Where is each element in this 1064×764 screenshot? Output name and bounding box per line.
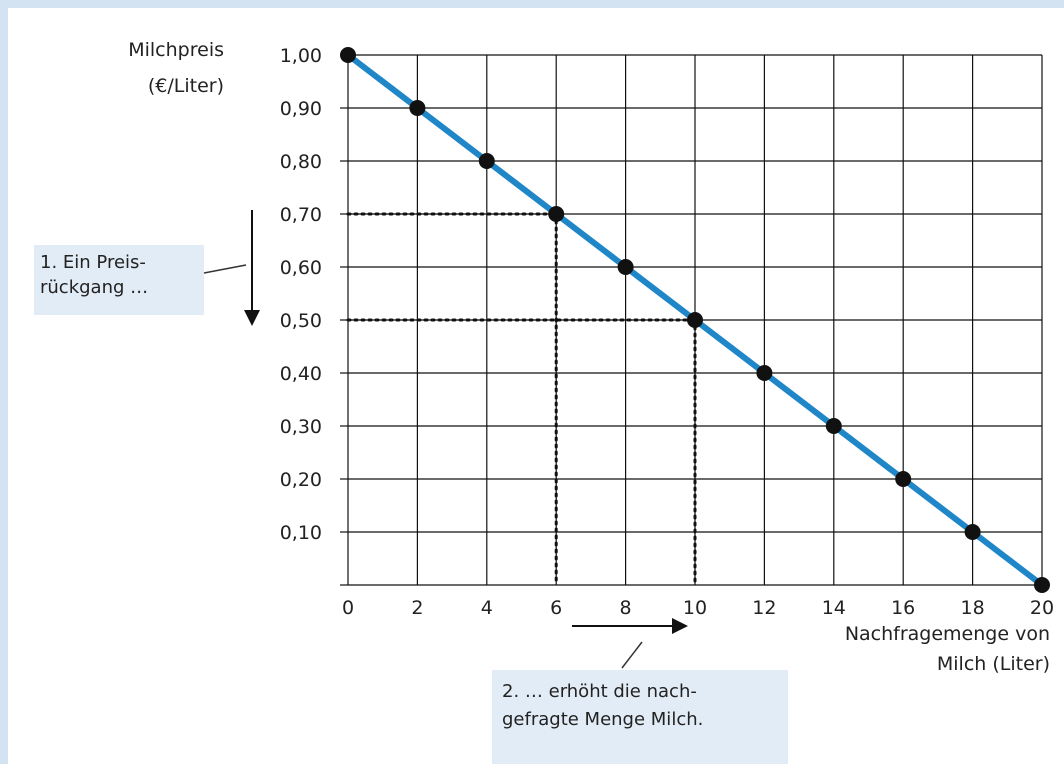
price-drop-arrow-head <box>244 310 260 326</box>
tick-labels: 0 2 4 6 8 10 12 14 16 18 20 0,10 0,20 0,30 0,40 0,50 0,6… <box>280 45 1054 619</box>
x-tick-label: 4 <box>481 597 493 619</box>
y-tick-label: 0,30 <box>280 416 322 438</box>
quantity-rise-pointer <box>621 641 643 669</box>
data-point <box>756 365 773 381</box>
y-tick-label: 0,70 <box>280 204 322 226</box>
data-point <box>340 47 356 63</box>
axis-labels: Milchpreis (€/Liter) Nachfragemenge von … <box>128 39 1050 675</box>
x-tick-label: 16 <box>891 597 915 619</box>
y-tick-label: 0,90 <box>280 98 322 120</box>
price-drop-annotation-line1: 1. Ein Preis- <box>40 252 146 273</box>
y-axis-label-line2: (€/Liter) <box>148 75 224 97</box>
y-tick-label: 0,60 <box>280 257 322 279</box>
data-point <box>478 153 495 169</box>
y-tick-label: 1,00 <box>280 45 322 67</box>
data-point <box>1034 577 1050 593</box>
demand-series <box>340 47 1050 593</box>
data-point <box>548 206 565 222</box>
y-tick-label: 0,80 <box>280 151 322 173</box>
quantity-rise-annotation-line1: 2. … erhöht die nach- <box>502 681 697 702</box>
price-drop-pointer <box>203 264 247 274</box>
price-drop-annotation: 1. Ein Preis- rückgang … <box>34 245 204 315</box>
x-tick-label: 12 <box>752 597 776 619</box>
annotation-arrows <box>203 210 688 669</box>
y-axis-label-line1: Milchpreis <box>128 39 224 61</box>
x-tick-label: 6 <box>550 597 562 619</box>
data-point <box>964 524 981 540</box>
quantity-rise-arrow-head <box>672 618 688 634</box>
x-tick-label: 0 <box>342 597 354 619</box>
y-tick-label: 0,10 <box>280 522 322 544</box>
x-tick-label: 18 <box>961 597 985 619</box>
quantity-rise-annotation-line2: gefragte Menge Milch. <box>502 709 704 730</box>
data-point <box>687 312 703 328</box>
x-tick-label: 10 <box>683 597 707 619</box>
dotted-guide-lines <box>346 212 697 587</box>
data-point <box>825 418 842 434</box>
x-tick-label: 20 <box>1030 597 1054 619</box>
x-axis-label-line1: Nachfragemenge von <box>845 623 1050 645</box>
data-point <box>409 100 426 116</box>
x-axis-label-line2: Milch (Liter) <box>937 653 1050 675</box>
y-tick-label: 0,50 <box>280 310 322 332</box>
quantity-rise-annotation: 2. … erhöht die nach- gefragte Menge Mil… <box>492 670 788 764</box>
x-tick-label: 8 <box>620 597 632 619</box>
y-tick-label: 0,20 <box>280 469 322 491</box>
data-point <box>895 471 912 487</box>
price-drop-annotation-line2: rückgang … <box>40 277 149 298</box>
x-tick-label: 2 <box>411 597 423 619</box>
data-point <box>617 259 634 275</box>
x-tick-label: 14 <box>822 597 846 619</box>
y-tick-label: 0,40 <box>280 363 322 385</box>
